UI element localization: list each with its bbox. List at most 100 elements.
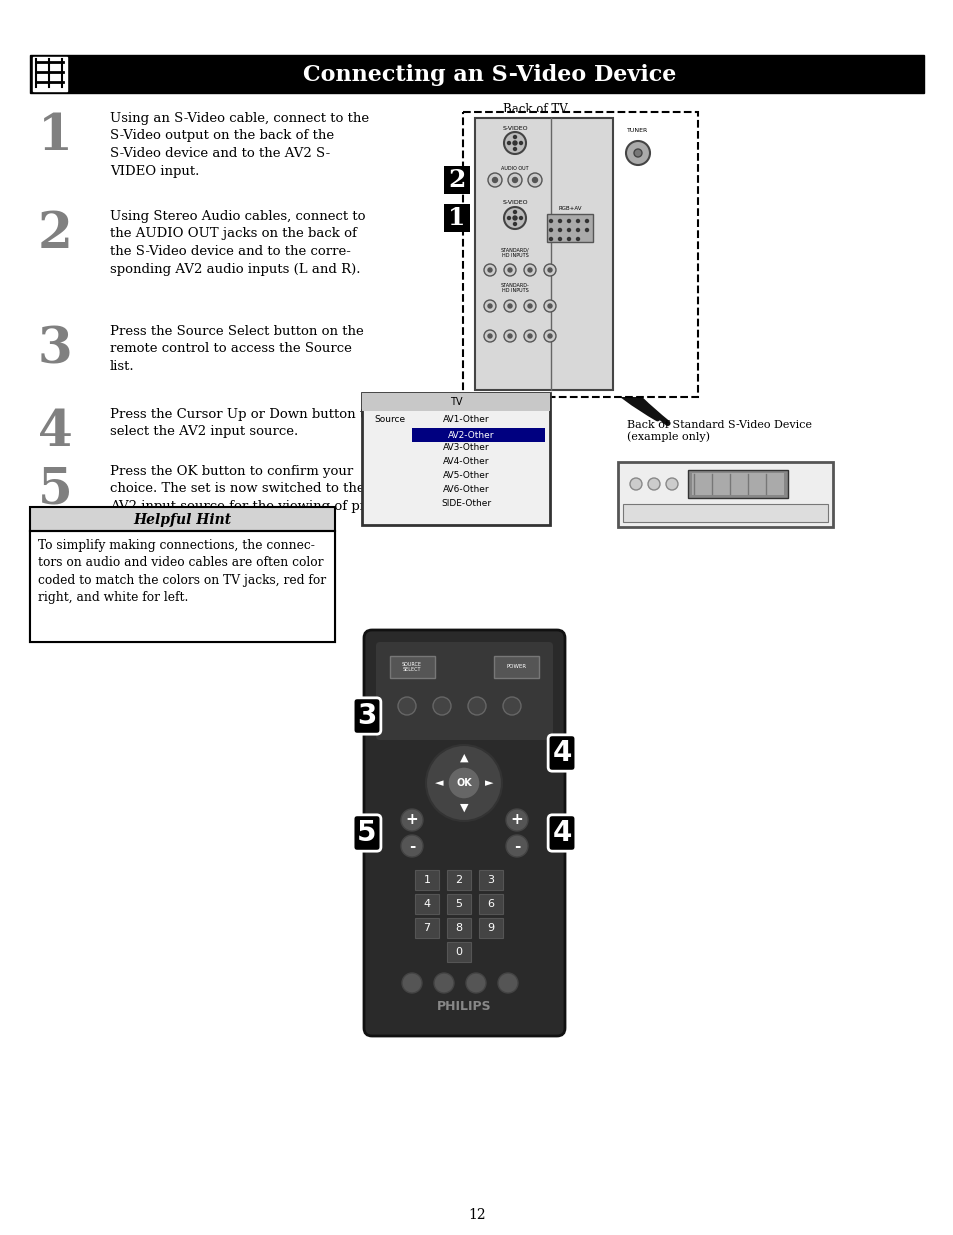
Circle shape [503, 132, 525, 154]
Circle shape [625, 141, 649, 165]
Text: Connecting an S-Video Device: Connecting an S-Video Device [303, 64, 676, 86]
Circle shape [527, 173, 541, 186]
Circle shape [543, 264, 556, 275]
Bar [390, 656, 435, 678]
Bar [691, 473, 783, 495]
Circle shape [558, 220, 561, 222]
Bar [361, 393, 550, 525]
Circle shape [426, 745, 501, 821]
Circle shape [513, 141, 517, 144]
Circle shape [497, 973, 517, 993]
Text: 5: 5 [455, 899, 462, 909]
Circle shape [547, 268, 552, 272]
Circle shape [519, 142, 522, 144]
Circle shape [488, 268, 492, 272]
Text: AUDIO OUT: AUDIO OUT [500, 165, 528, 170]
Circle shape [585, 220, 588, 222]
Circle shape [507, 142, 510, 144]
Text: 6: 6 [487, 899, 494, 909]
Circle shape [547, 304, 552, 308]
Text: 5: 5 [356, 819, 376, 847]
Bar [443, 204, 470, 232]
Text: 9: 9 [487, 923, 494, 932]
Circle shape [505, 835, 527, 857]
Text: 1: 1 [423, 876, 430, 885]
Text: Back of Standard S-Video Device
(example only): Back of Standard S-Video Device (example… [626, 420, 811, 442]
Circle shape [492, 178, 497, 183]
Text: S-VIDEO: S-VIDEO [501, 200, 527, 205]
Circle shape [519, 216, 522, 220]
Circle shape [507, 268, 512, 272]
Text: AV1-Other: AV1-Other [442, 415, 489, 425]
Circle shape [465, 973, 485, 993]
Circle shape [502, 697, 520, 715]
Text: TUNER: TUNER [627, 127, 648, 132]
Text: PHILIPS: PHILIPS [436, 999, 491, 1013]
Text: To simplify making connections, the connec-
tors on audio and video cables are o: To simplify making connections, the conn… [38, 538, 326, 604]
Text: +: + [405, 813, 418, 827]
Bar [415, 869, 438, 890]
Circle shape [400, 835, 422, 857]
Circle shape [576, 220, 578, 222]
Bar [30, 531, 335, 642]
Circle shape [547, 333, 552, 338]
Text: 4: 4 [552, 819, 571, 847]
Bar [462, 112, 698, 396]
Circle shape [567, 228, 570, 231]
Bar [447, 918, 471, 939]
Circle shape [523, 264, 536, 275]
Circle shape [483, 300, 496, 312]
Text: 3: 3 [487, 876, 494, 885]
Circle shape [483, 264, 496, 275]
Circle shape [448, 767, 479, 799]
Circle shape [558, 237, 561, 241]
Text: 1: 1 [448, 206, 465, 230]
Circle shape [488, 333, 492, 338]
Bar [618, 462, 832, 527]
Text: Press the Cursor Up or Down button to
select the AV2 input source.: Press the Cursor Up or Down button to se… [110, 408, 373, 438]
Text: AV4-Other: AV4-Other [442, 457, 489, 467]
Circle shape [468, 697, 485, 715]
Text: 4: 4 [37, 408, 72, 457]
Text: 2: 2 [37, 210, 72, 259]
Circle shape [507, 304, 512, 308]
Circle shape [513, 210, 516, 214]
Bar [33, 57, 67, 91]
Text: 3: 3 [37, 325, 72, 374]
FancyBboxPatch shape [375, 642, 553, 740]
Text: Back of TV: Back of TV [502, 103, 567, 116]
Circle shape [513, 222, 516, 226]
Text: Helpful Hint: Helpful Hint [133, 513, 232, 527]
Circle shape [523, 330, 536, 342]
Circle shape [567, 220, 570, 222]
Circle shape [400, 809, 422, 831]
Circle shape [549, 228, 552, 231]
Text: RGB+AV: RGB+AV [558, 205, 581, 210]
Bar [361, 393, 550, 411]
Circle shape [513, 147, 516, 151]
Text: 4: 4 [423, 899, 430, 909]
Text: 3: 3 [357, 701, 376, 730]
Text: Using Stereo Audio cables, connect to
the AUDIO OUT jacks on the back of
the S-V: Using Stereo Audio cables, connect to th… [110, 210, 365, 275]
Circle shape [513, 216, 517, 220]
Text: -: - [409, 839, 415, 853]
Circle shape [629, 478, 641, 490]
Circle shape [397, 697, 416, 715]
Bar [415, 918, 438, 939]
Bar [447, 894, 471, 914]
Text: Press the OK button to confirm your
choice. The set is now switched to the
AV2 i: Press the OK button to confirm your choi… [110, 466, 378, 531]
Text: +: + [510, 813, 523, 827]
Bar [478, 894, 502, 914]
Circle shape [503, 330, 516, 342]
Text: STANDARD-
HD INPUTS: STANDARD- HD INPUTS [500, 283, 529, 294]
Text: ▼: ▼ [459, 803, 468, 813]
Text: 7: 7 [423, 923, 430, 932]
Circle shape [527, 268, 532, 272]
Bar [494, 656, 538, 678]
Circle shape [634, 149, 641, 157]
Text: SOURCE
SELECT: SOURCE SELECT [401, 662, 421, 672]
Circle shape [665, 478, 678, 490]
Bar [30, 508, 335, 642]
Circle shape [543, 300, 556, 312]
Bar [443, 165, 470, 194]
